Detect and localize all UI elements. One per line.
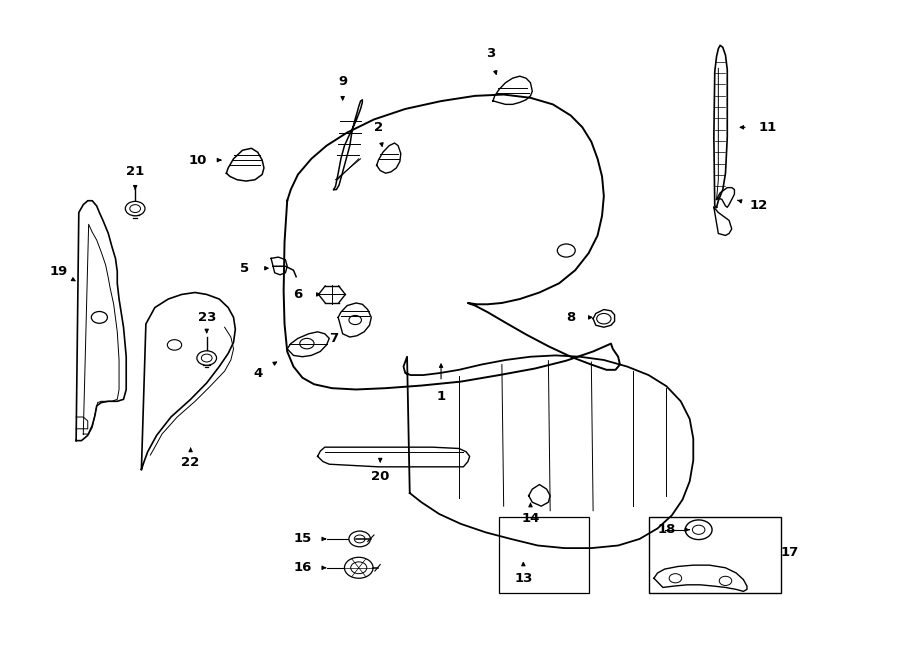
Text: 14: 14 bbox=[521, 512, 540, 525]
Text: 8: 8 bbox=[566, 311, 575, 324]
Text: 4: 4 bbox=[253, 367, 262, 379]
Text: 1: 1 bbox=[436, 389, 446, 403]
Circle shape bbox=[345, 557, 373, 578]
Text: 20: 20 bbox=[371, 469, 390, 483]
Text: 2: 2 bbox=[374, 121, 383, 134]
Text: 10: 10 bbox=[189, 153, 207, 167]
Text: 23: 23 bbox=[197, 311, 216, 324]
Text: 15: 15 bbox=[293, 532, 311, 545]
Text: 18: 18 bbox=[657, 524, 676, 536]
Circle shape bbox=[685, 520, 712, 539]
Circle shape bbox=[125, 202, 145, 215]
Text: 13: 13 bbox=[514, 572, 533, 585]
Text: 6: 6 bbox=[293, 288, 302, 301]
Bar bbox=[500, 518, 589, 593]
Text: 3: 3 bbox=[486, 48, 495, 60]
Text: 17: 17 bbox=[781, 545, 799, 559]
Text: 19: 19 bbox=[50, 265, 68, 278]
Bar bbox=[649, 518, 781, 593]
Circle shape bbox=[197, 351, 217, 366]
Text: 5: 5 bbox=[239, 262, 248, 275]
Text: 16: 16 bbox=[293, 561, 311, 574]
Text: 11: 11 bbox=[759, 121, 777, 134]
Text: 7: 7 bbox=[329, 332, 338, 345]
Text: 22: 22 bbox=[182, 456, 200, 469]
Text: 21: 21 bbox=[126, 165, 144, 178]
Text: 12: 12 bbox=[750, 200, 768, 212]
Circle shape bbox=[349, 531, 371, 547]
Text: 9: 9 bbox=[338, 75, 347, 88]
